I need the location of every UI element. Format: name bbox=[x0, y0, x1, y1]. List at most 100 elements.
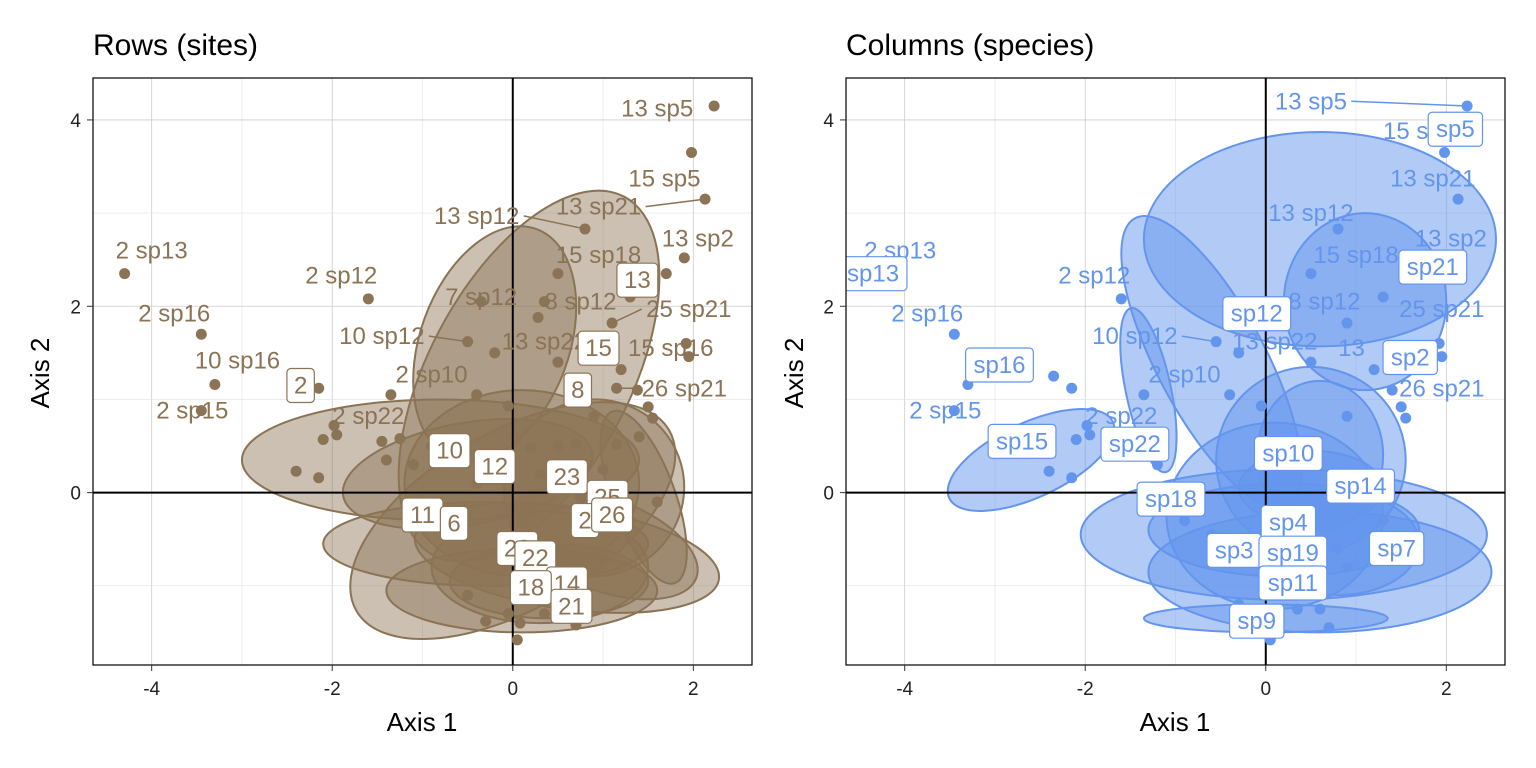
data-point bbox=[119, 268, 131, 280]
data-point bbox=[680, 338, 692, 350]
data-point bbox=[651, 496, 663, 508]
group-label: 2 bbox=[286, 367, 315, 404]
group-label-text: 23 bbox=[554, 464, 581, 491]
group-label-box bbox=[591, 497, 634, 533]
plot-frame bbox=[845, 77, 1506, 666]
point-label: 2 sp16 bbox=[138, 301, 210, 328]
data-point bbox=[462, 589, 474, 601]
box-label-layer: 131528101223251162262022141821 bbox=[286, 262, 659, 624]
group-label: sp11 bbox=[1258, 565, 1328, 601]
data-point bbox=[502, 400, 514, 412]
group-label-text: 10 bbox=[436, 438, 463, 465]
y-axis-title: Axis 2 bbox=[779, 338, 809, 409]
x-tick-label: 2 bbox=[1441, 679, 1452, 700]
group-label-text: sp22 bbox=[1109, 431, 1161, 458]
y-tick-label: 0 bbox=[823, 484, 834, 505]
data-point bbox=[331, 429, 343, 441]
point-label: 15 s bbox=[1383, 118, 1428, 145]
group-label-box bbox=[1228, 603, 1285, 639]
data-point bbox=[660, 268, 672, 280]
y-tick-label: 4 bbox=[823, 111, 834, 132]
group-label-text: sp18 bbox=[1145, 486, 1197, 513]
box-label-layer: sp5 sp13 sp21 sp12 sp16 sp2 sp10 sp22 sp15 sp14 sp… bbox=[846, 111, 1484, 639]
group-label-text: 8 bbox=[571, 377, 584, 404]
data-point bbox=[1314, 603, 1326, 615]
group-label-text: 26 bbox=[599, 502, 626, 529]
data-point bbox=[642, 401, 654, 413]
point-label: 2 sp15 bbox=[909, 398, 981, 425]
data-point bbox=[1115, 293, 1127, 305]
group-label-text: sp19 bbox=[1267, 540, 1319, 567]
group-label: sp15 bbox=[987, 423, 1057, 459]
group-label: 23 bbox=[545, 459, 588, 495]
group-label: sp21 bbox=[1398, 249, 1468, 285]
group-label: 18 bbox=[509, 570, 552, 606]
point-label: 7 sp12 bbox=[445, 284, 517, 311]
point-label: 8 sp12 bbox=[544, 289, 616, 316]
group-label-text: sp14 bbox=[1335, 473, 1387, 500]
group-label-text: 15 bbox=[585, 335, 612, 362]
data-point bbox=[362, 293, 374, 305]
group-label-box bbox=[964, 347, 1034, 383]
group-label: 12 bbox=[473, 448, 516, 485]
group-label-box bbox=[563, 372, 593, 408]
label-leader bbox=[611, 308, 643, 324]
data-point bbox=[380, 454, 392, 466]
data-point bbox=[948, 328, 960, 340]
data-point bbox=[313, 382, 325, 394]
data-point bbox=[552, 268, 564, 280]
data-point bbox=[1386, 384, 1398, 396]
data-point bbox=[407, 459, 419, 471]
group-label-box bbox=[1382, 339, 1438, 376]
data-point bbox=[514, 617, 526, 629]
group-label-box bbox=[1100, 426, 1170, 462]
data-point bbox=[1224, 389, 1236, 401]
data-point bbox=[1305, 268, 1317, 280]
data-point bbox=[1341, 410, 1353, 422]
plot-frame bbox=[92, 77, 753, 666]
group-label: 21 bbox=[550, 588, 593, 624]
group-label-box bbox=[1136, 481, 1206, 517]
data-point bbox=[1084, 429, 1096, 441]
data-point bbox=[1048, 370, 1060, 382]
point-label: 13 sp22 bbox=[1232, 329, 1317, 356]
data-point bbox=[1151, 459, 1163, 471]
data-point bbox=[574, 491, 586, 503]
x-tick-label: 2 bbox=[688, 679, 699, 700]
group-label-box bbox=[1222, 296, 1292, 332]
data-point bbox=[195, 405, 207, 417]
group-label-text: sp9 bbox=[1237, 608, 1276, 635]
y-axis-title: Axis 2 bbox=[25, 338, 55, 409]
data-point bbox=[1436, 351, 1448, 363]
group-label: sp13 bbox=[846, 256, 908, 292]
point-label: 2 sp22 bbox=[1085, 403, 1157, 430]
data-point bbox=[385, 389, 397, 401]
group-label: sp9 bbox=[1228, 603, 1285, 639]
point-label: 10 sp16 bbox=[195, 347, 280, 374]
group-label: 6 bbox=[439, 505, 469, 541]
data-point bbox=[313, 472, 325, 484]
group-label: sp7 bbox=[1368, 530, 1425, 567]
group-label-text: 18 bbox=[517, 575, 544, 602]
data-point bbox=[1368, 364, 1380, 376]
point-label: 2 sp12 bbox=[1058, 263, 1130, 290]
group-label-box bbox=[439, 505, 469, 541]
panel-title: Columns (species) bbox=[846, 29, 1094, 62]
group-label-text: 22 bbox=[522, 545, 549, 572]
data-point bbox=[538, 296, 550, 308]
data-point bbox=[1341, 317, 1353, 329]
zero-lines bbox=[93, 78, 752, 665]
label-leader bbox=[523, 215, 586, 230]
group-label: sp16 bbox=[964, 347, 1034, 383]
data-point bbox=[1395, 401, 1407, 413]
data-point bbox=[633, 431, 645, 443]
group-label: sp10 bbox=[1253, 435, 1323, 472]
data-point bbox=[1400, 412, 1412, 424]
data-point bbox=[1291, 603, 1303, 615]
data-point bbox=[1081, 420, 1093, 432]
data-point bbox=[552, 356, 564, 368]
data-point bbox=[534, 468, 546, 480]
group-label-text: sp12 bbox=[1231, 301, 1283, 328]
